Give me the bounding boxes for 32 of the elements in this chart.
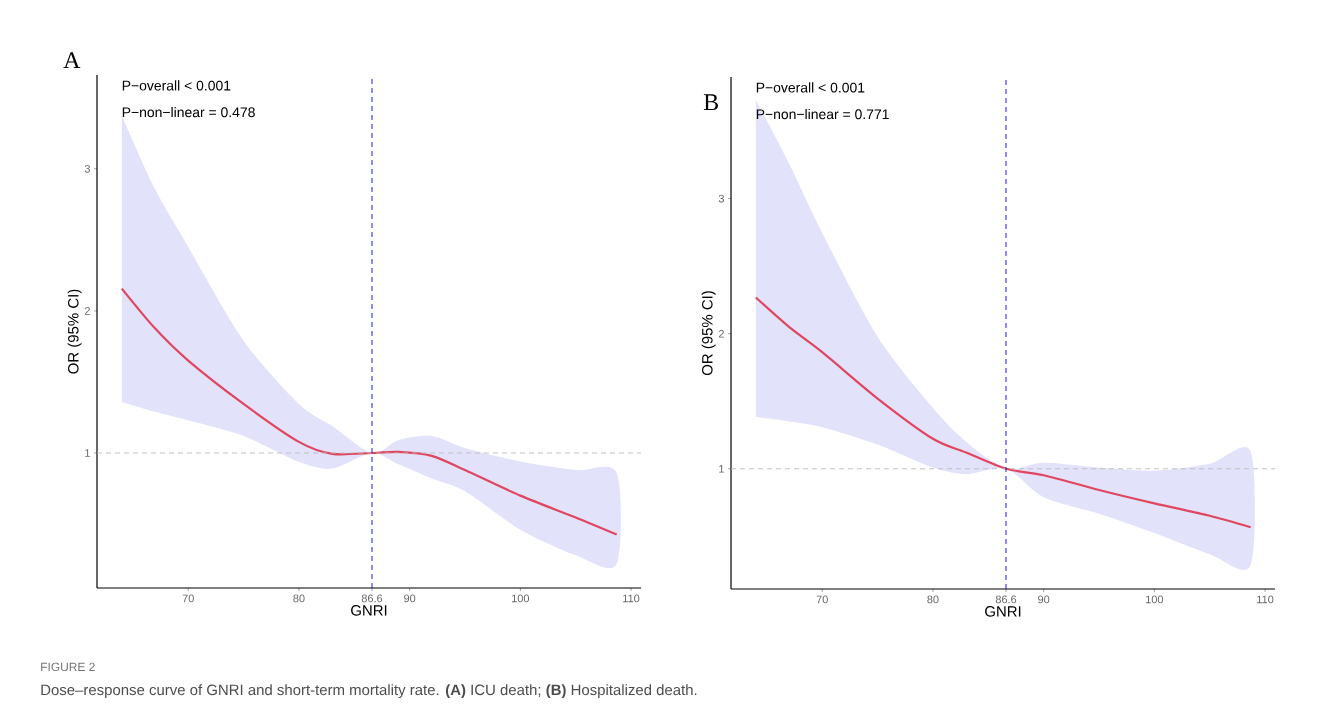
y-axis-title: OR (95% CI) <box>701 291 716 376</box>
x-tick-label: 86.6 <box>995 595 1017 604</box>
y-tick-label: 2 <box>84 307 90 315</box>
annotation: P−overall < 0.001 <box>756 82 865 93</box>
x-axis-title: GNRI <box>985 606 1021 617</box>
x-tick-label: 80 <box>927 595 939 604</box>
y-tick-label: 3 <box>84 164 90 173</box>
x-tick-label: 86.6 <box>361 594 383 603</box>
x-tick-label: 100 <box>1146 595 1164 604</box>
line-series <box>120 287 618 536</box>
x-tick-label: 100 <box>512 594 530 603</box>
caption: FIGURE 2 <box>41 662 95 672</box>
x-tick-label: 110 <box>623 594 640 603</box>
annotation: P−overall < 0.001 <box>122 80 231 91</box>
y-tick-label: 3 <box>718 194 725 203</box>
text: Dose–response curve of GNRI and short-term mortality rate. (A) ICU death; (B) Hospitalized death. <box>41 684 697 699</box>
text: B <box>703 94 718 111</box>
x-tick-label: 70 <box>816 595 828 604</box>
annotation: P−non−linear = 0.771 <box>756 108 889 120</box>
x-tick-label: 80 <box>293 594 305 603</box>
chart-title: A <box>63 52 81 68</box>
x-tick-label: 70 <box>182 594 194 603</box>
y-tick-label: 1 <box>719 465 724 473</box>
annotation: P−non−linear = 0.478 <box>122 106 255 118</box>
x-tick-label: 90 <box>404 594 416 603</box>
y-axis-title: OR (95% CI) <box>67 289 82 374</box>
y-tick-label: 2 <box>718 329 724 338</box>
x-axis-title: GNRI <box>351 605 387 616</box>
y-tick-label: 1 <box>85 449 90 457</box>
x-tick-label: 110 <box>1257 595 1274 604</box>
x-tick-label: 90 <box>1038 595 1050 604</box>
line-series <box>754 296 1252 529</box>
